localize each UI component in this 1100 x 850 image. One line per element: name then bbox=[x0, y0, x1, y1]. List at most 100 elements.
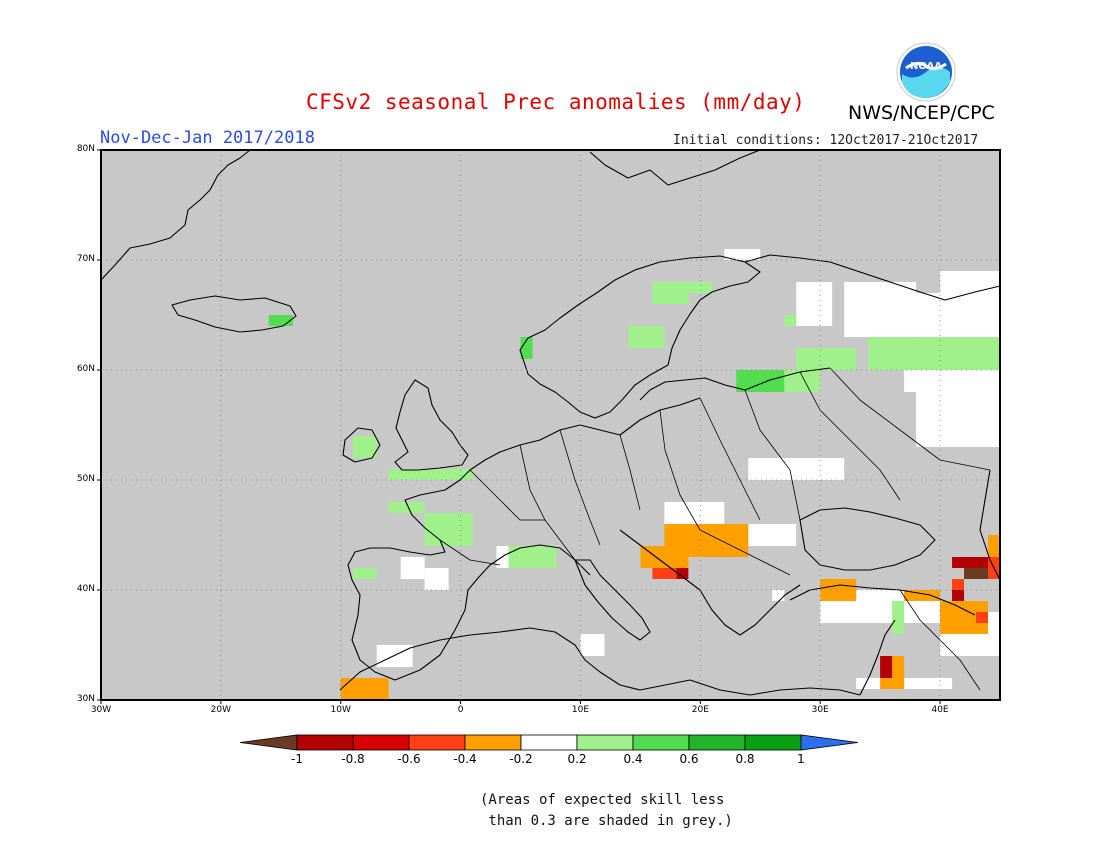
anomaly-cell bbox=[376, 645, 413, 667]
colorbar-segment bbox=[688, 734, 746, 751]
anomaly-cell bbox=[424, 513, 473, 546]
coastlines bbox=[100, 149, 1001, 696]
colorbar-segment bbox=[520, 734, 578, 751]
colorbar-segment bbox=[352, 734, 410, 751]
season-label: Nov-Dec-Jan 2017/2018 bbox=[100, 128, 315, 148]
anomaly-cell bbox=[796, 282, 833, 326]
colorbar-segment bbox=[464, 734, 522, 751]
anomaly-cell bbox=[820, 579, 857, 601]
latitude-label: 30N bbox=[76, 694, 95, 704]
colorbar-segment bbox=[576, 734, 634, 751]
anomaly-cell bbox=[388, 469, 473, 480]
axis-ticks bbox=[97, 149, 941, 704]
anomaly-cell bbox=[352, 568, 377, 579]
coast-turkey bbox=[789, 584, 976, 616]
longitude-label: 30W bbox=[90, 705, 112, 715]
anomaly-cell bbox=[964, 568, 989, 579]
anomaly-cell bbox=[784, 315, 797, 326]
longitude-label: 0 bbox=[457, 705, 464, 715]
longitude-label: 30E bbox=[811, 705, 829, 715]
colorbar-label: -0.8 bbox=[341, 752, 365, 766]
coast-france-iberia bbox=[347, 469, 591, 681]
anomaly-cell bbox=[676, 568, 689, 579]
svg-text:NOAA: NOAA bbox=[910, 61, 942, 72]
coast-kola bbox=[744, 254, 1001, 301]
anomaly-cell bbox=[952, 557, 989, 568]
colorbar-label: 0.4 bbox=[623, 752, 643, 766]
coast-baltic bbox=[639, 367, 831, 401]
anomaly-cell bbox=[268, 315, 293, 326]
colorbar-label: -0.2 bbox=[509, 752, 533, 766]
anomaly-cell bbox=[976, 612, 989, 623]
coast-greenland bbox=[100, 149, 251, 281]
anomaly-cell bbox=[652, 568, 677, 579]
coast-caspian bbox=[979, 469, 1001, 581]
anomaly-cell bbox=[340, 678, 389, 700]
latitude-label: 50N bbox=[76, 474, 95, 484]
colorbar bbox=[239, 734, 859, 751]
colorbar-arrow-high bbox=[800, 734, 859, 751]
skill-note: (Areas of expected skill less than 0.3 a… bbox=[480, 790, 733, 832]
anomaly-cell bbox=[940, 271, 1000, 293]
longitude-label: 10E bbox=[571, 705, 590, 715]
colorbar-label: -1 bbox=[291, 752, 303, 766]
agency-label: NWS/NCEP/CPC bbox=[848, 102, 995, 124]
anomaly-cell bbox=[688, 282, 713, 293]
anomaly-cell bbox=[952, 590, 965, 601]
map-frame bbox=[100, 149, 1001, 701]
colorbar-label: -0.4 bbox=[453, 752, 477, 766]
chart-title: CFSv2 seasonal Prec anomalies (mm/day) bbox=[306, 90, 806, 114]
anomaly-cell bbox=[652, 282, 689, 304]
noaa-logo-icon: NOAA bbox=[896, 42, 956, 102]
anomaly-cell bbox=[772, 590, 785, 601]
colorbar-label: -0.6 bbox=[397, 752, 421, 766]
colorbar-arrow-low bbox=[239, 734, 298, 751]
anomaly-cell bbox=[724, 249, 761, 260]
longitude-label: 10W bbox=[330, 705, 351, 715]
anomaly-cell bbox=[748, 458, 845, 480]
skill-note-line2: than 0.3 are shaded in grey.) bbox=[480, 813, 733, 829]
latitude-label: 40N bbox=[76, 584, 95, 594]
anomaly-cell bbox=[580, 634, 605, 656]
anomaly-cell bbox=[352, 436, 377, 458]
anomaly-cell bbox=[904, 590, 941, 601]
colorbar-segment bbox=[744, 734, 802, 751]
anomaly-cell bbox=[748, 524, 797, 546]
skill-note-line1: (Areas of expected skill less bbox=[480, 792, 725, 808]
anomaly-cell bbox=[664, 502, 725, 524]
graticule bbox=[101, 150, 1000, 700]
latitude-label: 70N bbox=[76, 254, 95, 264]
colorbar-segment bbox=[632, 734, 690, 751]
colorbar-label: 0.2 bbox=[567, 752, 587, 766]
anomaly-cell bbox=[400, 557, 425, 579]
anomaly-cell bbox=[988, 535, 1000, 568]
coast-north-africa bbox=[339, 627, 861, 696]
colorbar-segment bbox=[408, 734, 466, 751]
anomaly-cell bbox=[880, 656, 893, 678]
coast-ireland bbox=[342, 427, 381, 463]
anomaly-cell bbox=[424, 568, 449, 590]
border-lines bbox=[439, 367, 991, 691]
anomaly-cell bbox=[868, 337, 1000, 370]
coast-black-sea bbox=[799, 507, 936, 571]
colorbar-label: 0.6 bbox=[679, 752, 699, 766]
anomaly-cell bbox=[388, 502, 425, 513]
anomaly-cell bbox=[796, 348, 857, 370]
anomaly-cell bbox=[520, 337, 533, 359]
anomaly-cell bbox=[952, 579, 965, 590]
coast-britain bbox=[394, 379, 469, 471]
coast-iceland bbox=[171, 295, 297, 333]
anomaly-cells bbox=[268, 249, 1000, 700]
coast-svalbard bbox=[589, 149, 761, 186]
latitude-label: 60N bbox=[76, 364, 95, 374]
coast-italy bbox=[574, 559, 651, 641]
anomaly-cell bbox=[736, 370, 785, 392]
colorbar-label: 1 bbox=[797, 752, 805, 766]
longitude-label: 40E bbox=[931, 705, 949, 715]
longitude-label: 20W bbox=[210, 705, 232, 715]
anomaly-cell bbox=[508, 546, 557, 568]
anomaly-cell bbox=[892, 601, 905, 634]
colorbar-segment bbox=[296, 734, 354, 751]
initial-conditions: Initial conditions: 12Oct2017-21Oct2017 bbox=[673, 133, 979, 148]
